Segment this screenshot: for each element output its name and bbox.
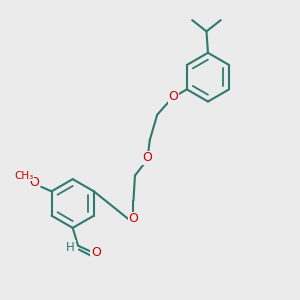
Text: O: O (29, 176, 39, 189)
Text: O: O (128, 212, 138, 225)
Text: H: H (66, 241, 75, 254)
Text: O: O (142, 151, 152, 164)
Text: O: O (91, 246, 101, 259)
Text: O: O (169, 90, 178, 103)
Text: CH₃: CH₃ (14, 171, 34, 181)
